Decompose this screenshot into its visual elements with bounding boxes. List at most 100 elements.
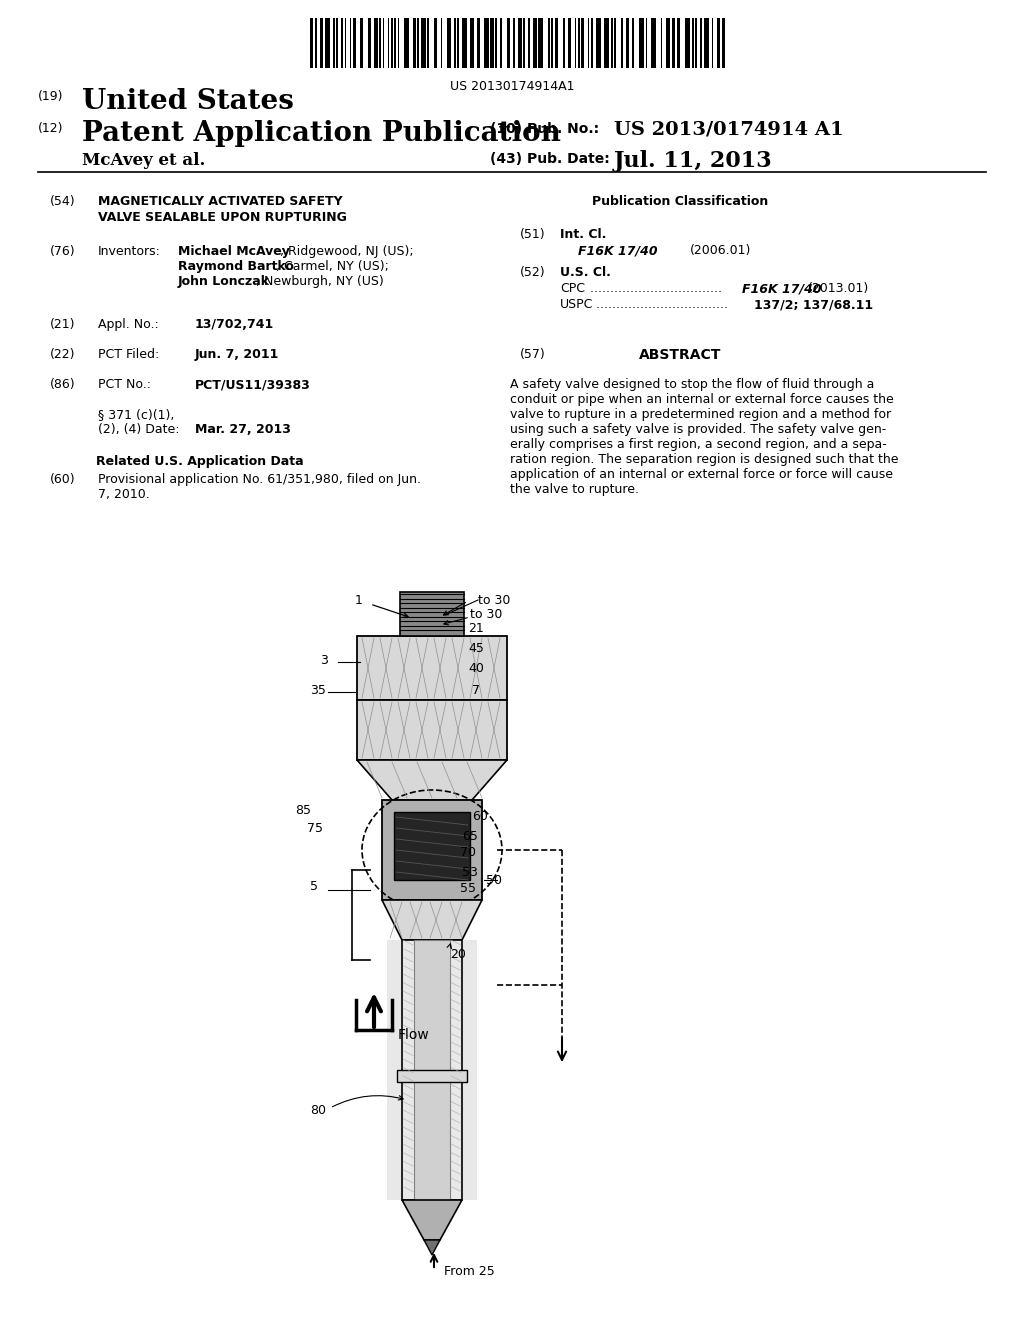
Bar [523,18,525,69]
Bar [633,18,634,69]
Bar [574,18,577,69]
Text: 65: 65 [462,829,478,842]
Bar [717,18,720,69]
Bar [319,18,324,69]
Text: (2), (4) Date:: (2), (4) Date: [98,422,179,436]
Text: (54): (54) [50,195,76,209]
Bar [539,18,543,69]
Bar [700,18,701,69]
Text: 40: 40 [468,661,484,675]
Text: (10) Pub. No.:: (10) Pub. No.: [490,121,599,136]
Text: to 30: to 30 [470,609,503,622]
Text: F16K 17/40: F16K 17/40 [742,282,821,294]
Text: U.S. Cl.: U.S. Cl. [560,267,611,279]
Bar [490,18,494,69]
Polygon shape [382,900,482,940]
Bar [672,18,676,69]
Text: Int. Cl.: Int. Cl. [560,228,606,242]
Bar [454,18,456,69]
Text: 60: 60 [472,809,487,822]
Bar [660,18,663,69]
Bar [413,18,416,69]
Text: (2006.01): (2006.01) [690,244,752,257]
Bar [626,18,629,69]
Text: Publication Classification: Publication Classification [592,195,768,209]
Text: 53: 53 [462,866,478,879]
Bar [588,18,590,69]
Bar [528,18,530,69]
Bar [483,18,488,69]
Bar [414,940,450,1200]
Bar [359,18,362,69]
Text: (60): (60) [50,473,76,486]
Bar [341,18,343,69]
Text: (43) Pub. Date:: (43) Pub. Date: [490,152,609,166]
Bar [337,18,338,69]
Text: A safety valve designed to stop the flow of fluid through a: A safety valve designed to stop the flow… [510,378,874,391]
Text: Provisional application No. 61/351,980, filed on Jun.: Provisional application No. 61/351,980, … [98,473,421,486]
Bar [325,18,330,69]
Bar [578,18,580,69]
Polygon shape [424,1239,440,1255]
Text: 5: 5 [310,880,318,894]
Bar [477,18,480,69]
Bar [315,18,316,69]
Bar [349,18,351,69]
Bar [382,800,482,900]
Bar [345,18,346,69]
Text: CPC: CPC [560,282,585,294]
Text: 7: 7 [472,684,480,697]
Text: 21: 21 [468,622,483,635]
Text: 75: 75 [307,821,323,834]
Text: John Lonczak: John Lonczak [178,275,270,288]
Text: Michael McAvey: Michael McAvey [178,246,290,257]
Text: .................................: ................................. [586,282,722,294]
Bar [496,18,497,69]
Bar [614,18,615,69]
Polygon shape [402,1200,462,1239]
Text: (2013.01): (2013.01) [808,282,869,294]
Text: valve to rupture in a predetermined region and a method for: valve to rupture in a predetermined regi… [510,408,891,421]
Text: 80: 80 [310,1104,326,1117]
Bar [621,18,623,69]
Text: erally comprises a first region, a second region, and a sepa-: erally comprises a first region, a secon… [510,438,887,451]
Bar [703,18,709,69]
Text: (12): (12) [38,121,63,135]
Bar [440,18,442,69]
Bar [380,18,381,69]
Bar [397,1071,467,1082]
Text: Raymond Bartko: Raymond Bartko [178,260,294,273]
Text: Flow: Flow [398,1028,430,1041]
Polygon shape [357,760,507,800]
Text: (52): (52) [520,267,546,279]
Bar [534,18,537,69]
Text: conduit or pipe when an internal or external force causes the: conduit or pipe when an internal or exte… [510,393,894,407]
Bar [397,18,399,69]
Bar [677,18,680,69]
Bar [402,940,462,1200]
Bar [421,18,426,69]
Bar [604,18,609,69]
Bar [722,18,725,69]
Text: to 30: to 30 [478,594,510,606]
Text: ABSTRACT: ABSTRACT [639,348,721,362]
Text: application of an internal or external force or force will cause: application of an internal or external f… [510,469,893,480]
Text: PCT Filed:: PCT Filed: [98,348,160,360]
Text: McAvey et al.: McAvey et al. [82,152,206,169]
Text: Mar. 27, 2013: Mar. 27, 2013 [195,422,291,436]
Text: , Carmel, NY (US);: , Carmel, NY (US); [276,260,389,273]
Text: (76): (76) [50,246,76,257]
Text: 45: 45 [468,642,484,655]
Bar [333,18,335,69]
Text: 85: 85 [295,804,311,817]
Bar [685,18,690,69]
Bar [507,18,510,69]
Bar [418,18,419,69]
Text: (19): (19) [38,90,63,103]
Text: United States: United States [82,88,294,115]
Bar [470,18,474,69]
Bar [712,18,714,69]
Text: (22): (22) [50,348,76,360]
Text: Jun. 7, 2011: Jun. 7, 2011 [195,348,280,360]
Bar [368,18,371,69]
